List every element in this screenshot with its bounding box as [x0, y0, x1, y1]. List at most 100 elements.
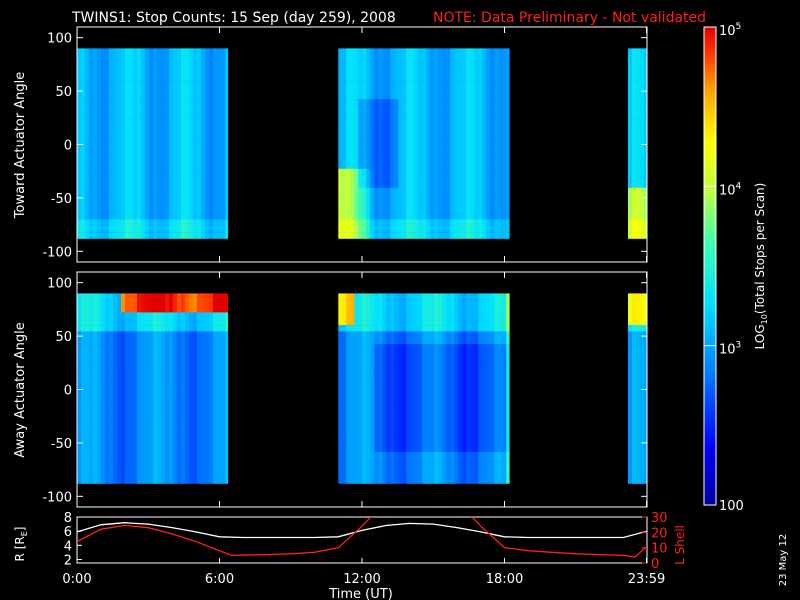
heatmap-cell	[145, 80, 150, 87]
heatmap-cell	[89, 426, 94, 434]
heatmap-cell	[482, 388, 487, 395]
heatmap-cell	[454, 111, 459, 119]
heatmap-cell	[105, 344, 110, 351]
heatmap-cell	[77, 92, 82, 100]
heatmap-cell	[93, 382, 98, 389]
heatmap-cell	[378, 168, 383, 176]
heatmap-cell	[149, 162, 154, 169]
heatmap-cell	[145, 451, 150, 459]
heatmap-cell	[466, 124, 471, 131]
heatmap-cell	[454, 92, 459, 100]
heatmap-cell	[458, 363, 463, 370]
heatmap-cell	[338, 477, 343, 484]
heatmap-cell	[145, 337, 150, 345]
heatmap-cell	[370, 143, 375, 150]
heatmap-cell	[358, 325, 363, 332]
heatmap-cell	[109, 394, 114, 402]
heatmap-cell	[370, 168, 375, 176]
heatmap-cell	[129, 175, 134, 182]
heatmap-cell	[430, 73, 435, 81]
heatmap-cell	[177, 86, 182, 93]
heatmap-cell	[165, 111, 170, 119]
heatmap-cell	[458, 388, 463, 395]
heatmap-cell	[77, 464, 82, 472]
heatmap-cell	[390, 331, 395, 338]
heatmap-cell	[438, 318, 443, 326]
heatmap-cell	[153, 54, 158, 62]
heatmap-cell	[434, 61, 439, 68]
heatmap-cell	[81, 99, 86, 106]
heatmap-cell	[141, 213, 146, 220]
heatmap-cell	[370, 225, 375, 233]
heatmap-cell	[374, 470, 379, 478]
heatmap-cell	[205, 111, 210, 119]
heatmap-cell	[450, 86, 455, 93]
heatmap-cell	[89, 194, 94, 201]
heatmap-cell	[157, 312, 162, 319]
heatmap-cell	[410, 325, 415, 332]
heatmap-cell	[77, 200, 82, 208]
heatmap-cell	[209, 149, 214, 157]
heatmap-cell	[426, 118, 431, 125]
heatmap-cell	[442, 413, 447, 421]
heatmap-cell	[105, 86, 110, 93]
heatmap-cell	[414, 293, 419, 300]
heatmap-cell	[153, 306, 158, 313]
heatmap-cell	[342, 394, 347, 402]
heatmap-cell	[414, 105, 419, 112]
heatmap-cell	[402, 111, 407, 119]
heatmap-cell	[478, 187, 483, 195]
heatmap-cell	[121, 350, 126, 357]
heatmap-cell	[342, 413, 347, 421]
heatmap-cell	[494, 382, 499, 389]
heatmap-cell	[362, 356, 367, 364]
heatmap-cell	[350, 200, 355, 208]
heatmap-cell	[386, 194, 391, 201]
heatmap-cell	[177, 124, 182, 131]
heatmap-cell	[121, 194, 126, 201]
heatmap-cell	[426, 318, 431, 326]
heatmap-cell	[89, 477, 94, 484]
heatmap-cell	[402, 232, 407, 239]
heatmap-cell	[209, 356, 214, 364]
heatmap-cell	[173, 86, 178, 93]
heatmap-cell	[173, 99, 178, 106]
heatmap-cell	[101, 219, 106, 227]
heatmap-cell	[502, 80, 507, 87]
heatmap-cell	[129, 162, 134, 169]
heatmap-cell	[422, 232, 427, 239]
heatmap-cell	[121, 432, 126, 440]
heatmap-cell	[354, 306, 359, 313]
heatmap-cell	[165, 293, 170, 300]
heatmap-cell	[394, 426, 399, 434]
heatmap-cell	[362, 420, 367, 427]
heatmap-cell	[157, 219, 162, 227]
heatmap-cell	[370, 99, 375, 106]
heatmap-cell	[628, 99, 633, 106]
heatmap-cell	[217, 331, 222, 338]
heatmap-cell	[402, 337, 407, 345]
heatmap-cell	[161, 477, 166, 484]
heatmap-cell	[350, 149, 355, 157]
heatmap-cell	[430, 439, 435, 446]
heatmap-cell	[113, 420, 118, 427]
heatmap-cell	[410, 48, 415, 55]
heatmap-cell	[486, 111, 491, 119]
heatmap-cell	[145, 48, 150, 55]
heatmap-cell	[450, 206, 455, 214]
heatmap-cell	[386, 73, 391, 81]
heatmap-cell	[125, 181, 130, 189]
heatmap-cell	[350, 187, 355, 195]
heatmap-cell	[502, 219, 507, 227]
heatmap-cell	[185, 382, 190, 389]
heatmap-cell	[466, 350, 471, 357]
heatmap-cell	[458, 187, 463, 195]
heatmap-cell	[434, 477, 439, 484]
heatmap-cell	[121, 312, 126, 319]
heatmap-cell	[454, 80, 459, 87]
heatmap-cell	[221, 363, 226, 370]
heatmap-cell	[350, 477, 355, 484]
heatmap-cell	[193, 356, 198, 364]
heatmap-cell	[93, 312, 98, 319]
heatmap-cell	[644, 48, 648, 55]
